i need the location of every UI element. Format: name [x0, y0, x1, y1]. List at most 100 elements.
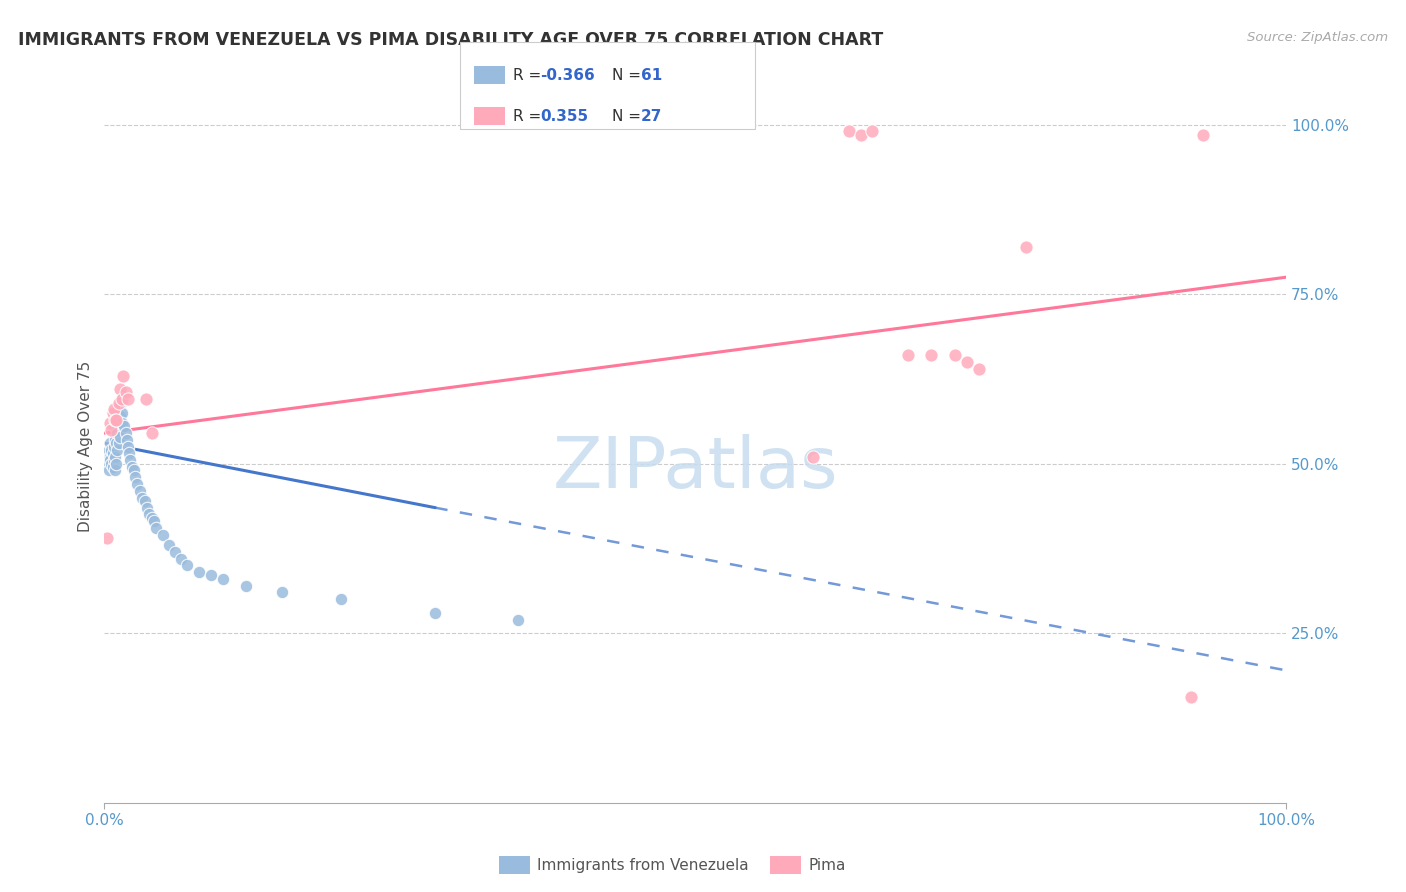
Point [211, 572, 233, 586]
Point [117, 392, 139, 407]
Point [100, 443, 122, 458]
Y-axis label: Disability Age Over 75: Disability Age Over 75 [79, 361, 93, 533]
Point [170, 551, 193, 566]
Point [135, 500, 157, 515]
Point [100, 457, 122, 471]
Point [105, 426, 128, 441]
Point [98, 450, 121, 464]
Point [921, 348, 943, 362]
Point [138, 508, 160, 522]
Point [103, 402, 125, 417]
Point [100, 423, 122, 437]
Point [108, 409, 131, 424]
Point [111, 406, 134, 420]
Point [105, 436, 128, 450]
Point [838, 124, 860, 138]
Point [104, 450, 127, 464]
Point [107, 395, 129, 409]
Point [96, 531, 118, 545]
Point [111, 416, 134, 430]
Point [98, 463, 121, 477]
Text: 61: 61 [641, 68, 662, 83]
Text: R =: R = [513, 68, 547, 83]
Point [105, 443, 128, 458]
Text: Pima: Pima [808, 858, 846, 872]
Point [107, 416, 129, 430]
Point [118, 446, 141, 460]
Text: N =: N = [612, 68, 645, 83]
Point [176, 558, 198, 573]
Point [425, 606, 447, 620]
Text: 0.355: 0.355 [540, 109, 588, 124]
Text: -0.366: -0.366 [540, 68, 595, 83]
Point [117, 440, 139, 454]
Point [270, 585, 292, 599]
Point [967, 361, 990, 376]
Text: 27: 27 [641, 109, 662, 124]
Point [131, 491, 153, 505]
Point [956, 355, 979, 369]
Point [187, 565, 209, 579]
Point [98, 436, 121, 450]
Point [1180, 690, 1202, 705]
Point [1015, 240, 1038, 254]
Point [143, 514, 166, 528]
Point [97, 457, 120, 471]
Point [98, 443, 121, 458]
Point [128, 483, 150, 498]
Point [124, 470, 146, 484]
Point [235, 579, 257, 593]
Point [105, 457, 128, 471]
Point [104, 463, 127, 477]
Point [114, 385, 136, 400]
Point [108, 429, 131, 443]
Point [104, 412, 127, 426]
Point [506, 613, 529, 627]
Point [1192, 128, 1215, 142]
Point [860, 124, 883, 138]
Text: Immigrants from Venezuela: Immigrants from Venezuela [537, 858, 749, 872]
Point [105, 412, 128, 426]
Point [104, 433, 127, 447]
Point [103, 419, 125, 434]
Point [101, 460, 124, 475]
Point [127, 477, 149, 491]
Point [849, 128, 872, 142]
Point [135, 392, 157, 407]
Point [112, 368, 135, 383]
Point [943, 348, 966, 362]
Point [145, 521, 167, 535]
Point [134, 494, 156, 508]
Point [98, 453, 121, 467]
Point [108, 382, 131, 396]
Point [110, 395, 132, 409]
Point [114, 426, 136, 441]
Point [96, 450, 118, 464]
Point [105, 416, 128, 430]
Point [329, 592, 352, 607]
Point [157, 538, 180, 552]
Point [801, 450, 824, 464]
Point [101, 406, 124, 420]
Point [98, 416, 121, 430]
Point [115, 433, 138, 447]
Text: Source: ZipAtlas.com: Source: ZipAtlas.com [1247, 31, 1388, 45]
Point [101, 446, 124, 460]
Point [121, 460, 143, 475]
Point [107, 436, 129, 450]
Text: N =: N = [612, 109, 645, 124]
Point [165, 545, 187, 559]
Point [103, 440, 125, 454]
Point [897, 348, 920, 362]
Text: ZIPatlas: ZIPatlas [553, 434, 838, 502]
Text: R =: R = [513, 109, 547, 124]
Point [111, 392, 134, 407]
Point [112, 389, 135, 403]
Point [120, 453, 142, 467]
Point [200, 568, 222, 582]
Point [152, 528, 174, 542]
Point [141, 511, 163, 525]
Point [141, 426, 163, 441]
Point [122, 463, 145, 477]
Text: IMMIGRANTS FROM VENEZUELA VS PIMA DISABILITY AGE OVER 75 CORRELATION CHART: IMMIGRANTS FROM VENEZUELA VS PIMA DISABI… [18, 31, 883, 49]
